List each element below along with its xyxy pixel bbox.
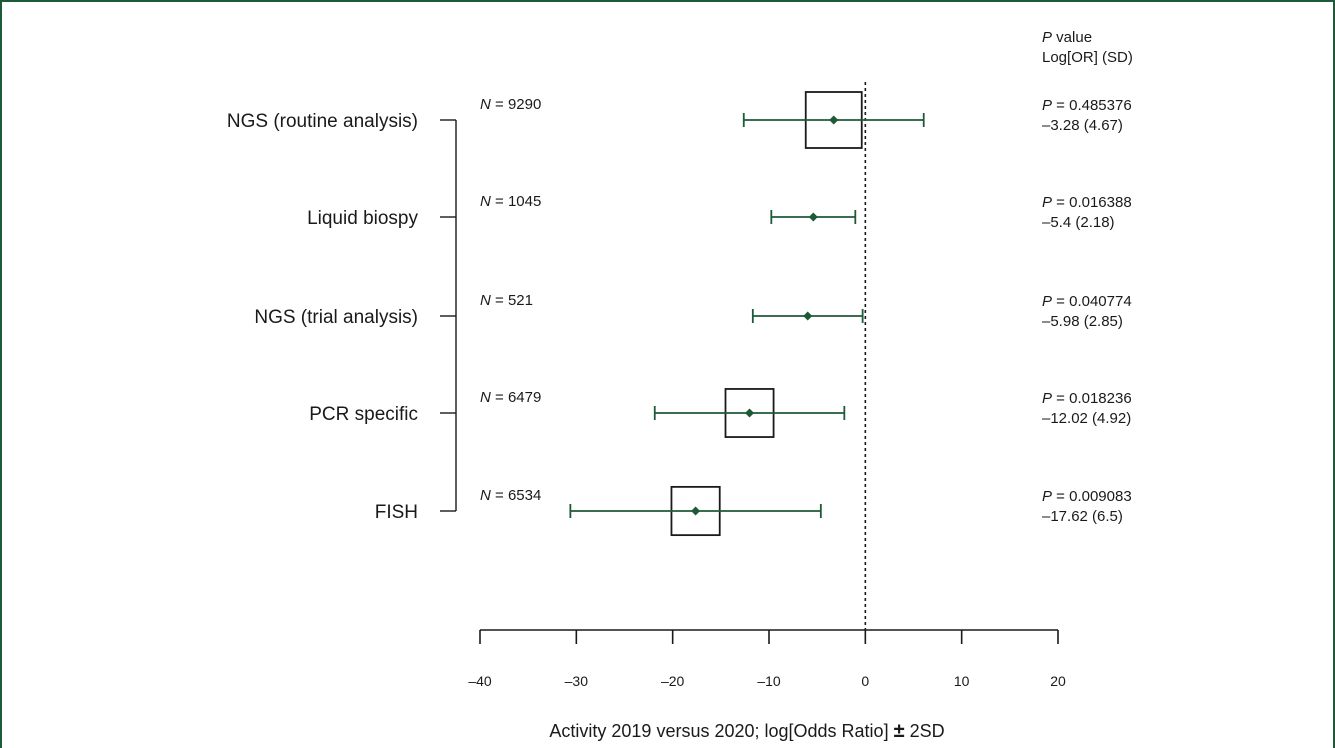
row-pvalue: P = 0.485376	[1042, 97, 1132, 114]
point-estimate	[808, 212, 818, 222]
point-estimate	[803, 311, 813, 321]
forest-row: PCR specific N = 6479 P = 0.018236 –12.02 (…	[309, 388, 1132, 438]
row-stat: –5.4 (2.18)	[1042, 214, 1115, 231]
row-n: N = 6479	[480, 389, 541, 406]
x-axis-label: Activity 2019 versus 2020; log[Odds Rati…	[549, 720, 944, 742]
point-estimate	[691, 506, 701, 516]
x-tick-label: –30	[565, 673, 589, 689]
row-label: FISH	[375, 502, 418, 523]
x-tick-label: 10	[954, 673, 970, 689]
x-tick-label: –40	[468, 673, 492, 689]
forest-row: FISH N = 6534 P = 0.009083 –17.62 (6.5)	[375, 485, 1132, 537]
point-estimate	[829, 115, 839, 125]
row-n: N = 6534	[480, 487, 541, 504]
x-tick-label: 20	[1050, 673, 1066, 689]
row-pvalue: P = 0.040774	[1042, 293, 1132, 310]
row-label: NGS (trial analysis)	[254, 307, 418, 328]
right-header-logor: Log[OR] (SD)	[1042, 49, 1133, 66]
point-estimate	[745, 408, 755, 418]
row-stat: –12.02 (4.92)	[1042, 410, 1131, 427]
x-tick-label: –10	[757, 673, 781, 689]
row-pvalue: P = 0.018236	[1042, 390, 1132, 407]
forest-row: NGS (trial analysis) N = 521 P = 0.040774 –…	[254, 292, 1131, 330]
row-n: N = 1045	[480, 193, 541, 210]
forest-row: NGS (routine analysis) N = 9290 P = 0.4853…	[227, 91, 1132, 149]
row-stat: –3.28 (4.67)	[1042, 117, 1123, 134]
row-label: NGS (routine analysis)	[227, 111, 418, 132]
right-header-pvalue: P value	[1042, 29, 1092, 46]
forest-row: Liquid biospy N = 1045 P = 0.016388 –5.4 (2…	[307, 193, 1132, 231]
row-label: Liquid biospy	[307, 208, 418, 229]
row-pvalue: P = 0.016388	[1042, 194, 1132, 211]
row-stat: –17.62 (6.5)	[1042, 508, 1123, 525]
row-n: N = 9290	[480, 96, 541, 113]
row-pvalue: P = 0.009083	[1042, 488, 1132, 505]
row-label: PCR specific	[309, 404, 418, 425]
row-stat: –5.98 (2.85)	[1042, 313, 1123, 330]
x-axis: –40 –30 –20 –10 0 10 20	[468, 629, 1066, 689]
x-tick-label: –20	[661, 673, 685, 689]
x-tick-label: 0	[861, 673, 869, 689]
row-n: N = 521	[480, 292, 533, 309]
